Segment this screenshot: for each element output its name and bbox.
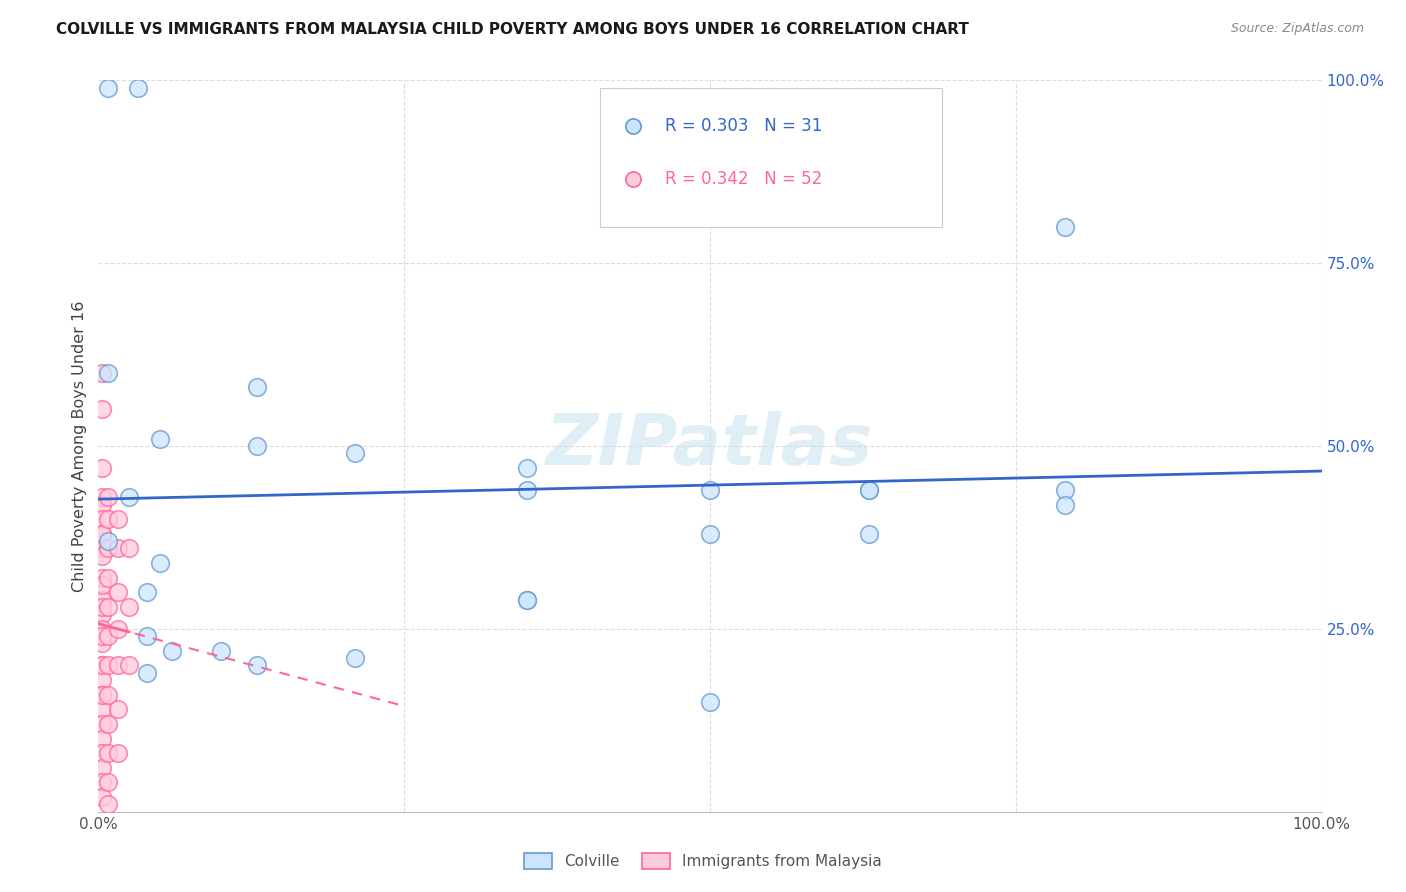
Point: [91, 688, 114, 702]
Point: [91, 629, 114, 643]
Point: [136, 585, 159, 599]
Point: [91, 622, 114, 636]
Point: [515, 461, 537, 475]
Point: [107, 622, 129, 636]
Point: [149, 556, 172, 570]
Text: ZIPatlas: ZIPatlas: [547, 411, 873, 481]
FancyBboxPatch shape: [600, 87, 942, 227]
Point: [858, 483, 880, 497]
Point: [344, 446, 367, 460]
Point: [91, 526, 114, 541]
Point: [107, 702, 129, 716]
Point: [91, 731, 114, 746]
Point: [97, 688, 120, 702]
Point: [699, 695, 721, 709]
Text: R = 0.342   N = 52: R = 0.342 N = 52: [665, 170, 823, 188]
Text: COLVILLE VS IMMIGRANTS FROM MALAYSIA CHILD POVERTY AMONG BOYS UNDER 16 CORRELATI: COLVILLE VS IMMIGRANTS FROM MALAYSIA CHI…: [56, 22, 969, 37]
Point: [246, 658, 269, 673]
Point: [91, 402, 114, 417]
Point: [91, 746, 114, 760]
Point: [621, 120, 644, 134]
Point: [149, 432, 172, 446]
Point: [107, 541, 129, 556]
Point: [97, 797, 120, 812]
Point: [515, 592, 537, 607]
Point: [1053, 219, 1076, 234]
Point: [107, 585, 129, 599]
Point: [1053, 483, 1076, 497]
Point: [91, 607, 114, 622]
Point: [118, 599, 141, 614]
Point: [91, 578, 114, 592]
Point: [91, 658, 114, 673]
Point: [136, 629, 159, 643]
Point: [160, 644, 183, 658]
Point: [91, 702, 114, 716]
Point: [91, 658, 114, 673]
Point: [97, 534, 120, 549]
Point: [91, 775, 114, 789]
Point: [91, 490, 114, 504]
Point: [107, 746, 129, 760]
Point: [136, 665, 159, 680]
Point: [344, 651, 367, 665]
Point: [91, 512, 114, 526]
Point: [127, 80, 149, 95]
Point: [107, 658, 129, 673]
Point: [246, 380, 269, 394]
Point: [91, 541, 114, 556]
Point: [91, 498, 114, 512]
Point: [699, 483, 721, 497]
Point: [97, 571, 120, 585]
Point: [91, 688, 114, 702]
Point: [118, 658, 141, 673]
Point: [1053, 498, 1076, 512]
Point: [858, 483, 880, 497]
Point: [91, 599, 114, 614]
Point: [118, 541, 141, 556]
Point: [118, 490, 141, 504]
Point: [97, 512, 120, 526]
Legend: Colville, Immigrants from Malaysia: Colville, Immigrants from Malaysia: [517, 847, 889, 875]
Point: [91, 790, 114, 805]
Point: [97, 490, 120, 504]
Point: [91, 673, 114, 687]
Point: [91, 717, 114, 731]
Point: [699, 526, 721, 541]
Point: [91, 366, 114, 380]
Point: [675, 197, 697, 211]
Point: [91, 526, 114, 541]
Point: [97, 629, 120, 643]
Point: [97, 658, 120, 673]
Point: [91, 636, 114, 650]
Point: [107, 512, 129, 526]
Point: [97, 775, 120, 789]
Point: [515, 483, 537, 497]
Point: [621, 172, 644, 186]
Point: [209, 644, 232, 658]
Point: [91, 549, 114, 563]
Point: [97, 746, 120, 760]
Point: [858, 526, 880, 541]
Point: [91, 592, 114, 607]
Text: R = 0.303   N = 31: R = 0.303 N = 31: [665, 118, 823, 136]
Point: [91, 571, 114, 585]
Point: [97, 599, 120, 614]
Point: [91, 461, 114, 475]
Point: [97, 366, 120, 380]
Y-axis label: Child Poverty Among Boys Under 16: Child Poverty Among Boys Under 16: [72, 301, 87, 591]
Point: [91, 761, 114, 775]
Point: [97, 541, 120, 556]
Point: [97, 717, 120, 731]
Text: Source: ZipAtlas.com: Source: ZipAtlas.com: [1230, 22, 1364, 36]
Point: [515, 592, 537, 607]
Point: [97, 80, 120, 95]
Point: [246, 439, 269, 453]
